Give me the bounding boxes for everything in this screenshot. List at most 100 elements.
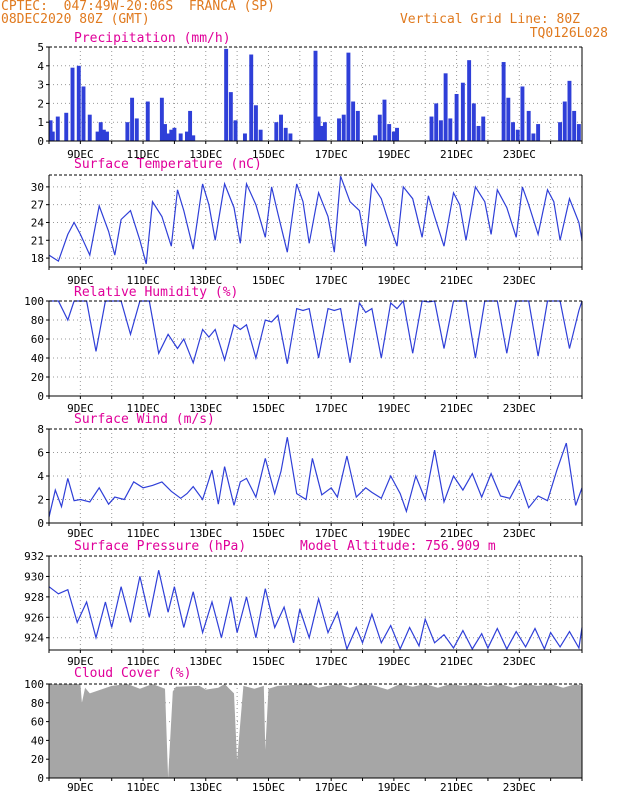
x-tick-label: 11DEC <box>126 655 159 668</box>
x-tick-label: 21DEC <box>440 781 473 794</box>
x-tick-label: 23DEC <box>503 655 536 668</box>
y-tick-label: 932 <box>24 550 44 563</box>
x-tick-label: 23DEC <box>503 402 536 415</box>
header-left-line2: 08DEC2020 80Z (GMT) <box>1 12 150 27</box>
y-tick-label: 100 <box>24 678 44 691</box>
precip-bar <box>70 67 75 141</box>
precip-bar <box>105 131 109 141</box>
precip-bar <box>283 127 288 141</box>
y-tick-label: 80 <box>31 697 44 710</box>
y-tick-label: 100 <box>24 295 44 308</box>
y-tick-label: 60 <box>31 333 44 346</box>
y-tick-label: 5 <box>37 41 44 54</box>
x-tick-label: 19DEC <box>377 655 410 668</box>
precip-bar <box>576 124 581 141</box>
precip-bar <box>134 118 139 141</box>
x-tick-label: 17DEC <box>315 402 348 415</box>
x-tick-label: 15DEC <box>252 402 285 415</box>
x-tick-label: 19DEC <box>377 148 410 161</box>
precip-bar <box>48 120 53 141</box>
x-tick-label: 15DEC <box>252 274 285 287</box>
x-tick-label: 23DEC <box>503 148 536 161</box>
y-tick-label: 0 <box>37 390 44 403</box>
y-tick-label: 8 <box>37 423 44 436</box>
y-tick-label: 0 <box>37 772 44 785</box>
precip-bar <box>233 120 238 141</box>
panel-2 <box>46 299 583 399</box>
y-tick-label: 930 <box>24 570 44 583</box>
header-right-line1: Vertical Grid Line: 80Z <box>399 12 580 27</box>
precip-bar <box>558 122 563 141</box>
precip-bar <box>274 122 279 141</box>
y-tick-label: 60 <box>31 716 44 729</box>
precip-bar <box>501 62 506 141</box>
precip-bar <box>471 103 476 141</box>
x-tick-label: 15DEC <box>252 148 285 161</box>
precip-bar <box>429 116 434 141</box>
x-tick-label: 15DEC <box>252 655 285 668</box>
precip-bar <box>515 129 520 141</box>
precip-bar <box>64 112 69 141</box>
x-tick-label: 19DEC <box>377 402 410 415</box>
precip-bar <box>481 116 486 141</box>
precip-bar <box>531 133 536 141</box>
x-tick-label: 17DEC <box>315 148 348 161</box>
y-tick-label: 2 <box>37 97 44 110</box>
y-tick-label: 0 <box>37 135 44 148</box>
precip-bar <box>258 129 263 141</box>
precip-bar <box>319 125 324 141</box>
precip-bar <box>55 116 60 141</box>
panel-4 <box>46 555 583 653</box>
precip-bar <box>355 110 360 141</box>
precip-bar <box>313 50 318 142</box>
precip-bar <box>166 133 171 141</box>
y-tick-label: 4 <box>37 60 44 73</box>
precip-bar <box>562 101 567 141</box>
x-tick-label: 23DEC <box>503 781 536 794</box>
panel-annotation: Model Altitude: 756.909 m <box>300 539 496 554</box>
precip-bar <box>159 97 164 141</box>
x-tick-label: 15DEC <box>252 527 285 540</box>
precip-bar <box>130 97 135 141</box>
x-tick-label: 19DEC <box>377 781 410 794</box>
x-tick-label: 21DEC <box>440 655 473 668</box>
panel-1 <box>46 174 583 270</box>
y-tick-label: 18 <box>31 252 44 265</box>
x-tick-label: 23DEC <box>503 527 536 540</box>
y-tick-label: 924 <box>24 632 44 645</box>
y-tick-label: 20 <box>31 371 44 384</box>
precip-bar <box>76 65 81 141</box>
y-tick-label: 3 <box>37 79 44 92</box>
x-tick-label: 17DEC <box>315 655 348 668</box>
x-tick-label: 17DEC <box>315 274 348 287</box>
y-tick-label: 928 <box>24 591 44 604</box>
panel-3 <box>46 428 583 526</box>
precip-bar <box>253 105 258 141</box>
precip-bar <box>346 52 351 141</box>
y-tick-label: 6 <box>37 447 44 460</box>
x-tick-label: 13DEC <box>189 655 222 668</box>
x-tick-label: 15DEC <box>252 781 285 794</box>
x-tick-label: 17DEC <box>315 527 348 540</box>
precip-bar <box>387 124 392 141</box>
precip-bar <box>526 110 531 141</box>
precip-bar <box>316 116 321 141</box>
precip-bar <box>454 94 459 141</box>
x-tick-label: 11DEC <box>126 274 159 287</box>
precip-bar <box>228 92 233 141</box>
y-tick-label: 40 <box>31 734 44 747</box>
precip-bar <box>567 80 572 141</box>
x-tick-label: 9DEC <box>67 148 94 161</box>
x-tick-label: 13DEC <box>189 274 222 287</box>
precip-bar <box>191 135 196 141</box>
precip-bar <box>81 86 86 141</box>
precip-bar <box>242 133 247 141</box>
x-tick-label: 9DEC <box>67 781 94 794</box>
x-tick-label: 9DEC <box>67 527 94 540</box>
series-line-3 <box>48 437 583 518</box>
precip-bar <box>87 114 92 141</box>
y-tick-label: 20 <box>31 753 44 766</box>
precip-bar <box>572 110 577 141</box>
precip-bar <box>188 110 193 141</box>
precip-bar <box>125 122 130 141</box>
